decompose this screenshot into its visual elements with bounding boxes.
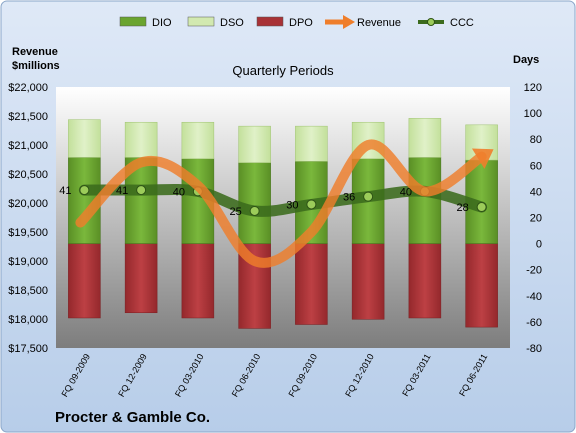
ccc-point [306,199,317,210]
right-tick-label: -20 [526,265,542,277]
legend-label-dio: DIO [152,17,172,29]
ccc-point [79,185,90,196]
ccc-point [363,191,374,202]
right-tick-label: -40 [526,291,542,303]
bar-dso [238,125,271,163]
right-tick-label: 80 [530,134,542,146]
legend-swatch-dio [119,16,147,27]
right-tick-label: 0 [536,239,542,251]
bar-dpo [351,243,385,320]
left-axis-label-line1: Revenue [12,46,58,58]
ccc-point [249,205,260,216]
bar-dpo [408,243,442,319]
ccc-data-label: 40 [400,186,412,198]
ccc-data-label: 25 [230,206,242,218]
legend-label-dso: DSO [220,17,244,29]
left-tick-label: $21,500 [8,111,48,123]
ccc-point [476,202,487,213]
bar-dpo [465,243,498,328]
legend-revenue-arrowhead [343,15,355,29]
bar-dpo [68,243,101,319]
left-tick-label: $20,000 [8,198,48,210]
left-tick-label: $17,500 [8,343,48,355]
revenue-line [75,139,487,268]
ccc-data-label: 28 [457,202,469,214]
ccc-data-label: 40 [173,186,185,198]
left-tick-label: $21,000 [8,140,48,152]
right-tick-label: 40 [530,186,542,198]
bar-dso [124,121,158,158]
ccc-data-label: 41 [116,185,128,197]
bar-dpo [295,243,328,325]
bar-dso [181,121,215,160]
ccc-data-label: 36 [343,192,355,204]
legend-swatch-dpo [256,16,284,27]
right-axis-ticks: -80 -60 -40 -20 0 20 40 60 80 100 120 [524,82,542,355]
bar-dso [408,118,442,158]
revenue-arrowhead [471,148,494,169]
chart-title: Quarterly Periods [232,63,334,78]
legend-ccc-marker [427,18,435,26]
left-axis-ticks: $17,500 $18,000 $18,500 $19,000 $19,500 $20,0… [8,82,48,355]
legend-label-revenue: Revenue [357,17,401,29]
right-tick-label: -80 [526,343,542,355]
left-tick-label: $20,500 [8,169,48,181]
left-tick-label: $19,500 [8,227,48,239]
left-tick-label: $18,500 [8,285,48,297]
right-tick-label: -60 [526,317,542,329]
bar-dpo [181,243,215,319]
plot-area [56,87,510,348]
right-tick-label: 20 [530,213,542,225]
left-axis-label-line2: $millions [12,60,60,72]
bar-dio [408,157,442,244]
bar-dso [68,119,101,158]
ccc-data-label: 30 [286,199,298,211]
lines: 41 41 40 25 30 36 40 28 [59,139,494,268]
bar-dso [295,125,328,162]
left-tick-label: $18,000 [8,314,48,326]
right-tick-label: 120 [524,82,542,94]
bars [68,118,498,329]
right-tick-label: 60 [530,160,542,172]
left-tick-label: $19,000 [8,256,48,268]
legend-label-dpo: DPO [289,17,313,29]
ccc-data-label: 41 [59,185,71,197]
left-tick-label: $22,000 [8,82,48,94]
ccc-point [136,185,147,196]
legend: DIO DSO DPO Revenue CCC [119,15,474,29]
right-axis-label: Days [513,54,539,66]
legend-label-ccc: CCC [450,17,474,29]
legend-swatch-dso [187,16,215,27]
company-title: Procter & Gamble Co. [55,409,210,426]
bar-dpo [124,243,158,314]
right-tick-label: 100 [524,108,542,120]
